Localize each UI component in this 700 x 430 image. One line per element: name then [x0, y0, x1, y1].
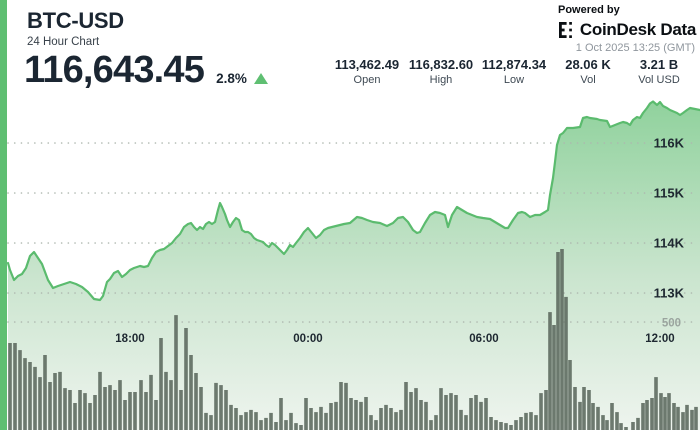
svg-text:12:00: 12:00: [645, 333, 674, 345]
arrow-up-icon: [253, 73, 268, 85]
svg-text:114K: 114K: [654, 236, 685, 251]
price-change: 2.8%: [216, 71, 268, 91]
coindesk-mark-icon: [558, 22, 572, 38]
svg-text:00:00: 00:00: [293, 333, 322, 345]
stat-label: Vol USD: [638, 74, 680, 86]
svg-text:06:00: 06:00: [469, 333, 498, 345]
stat-volume-usd: 3.21 B Vol USD: [638, 57, 680, 87]
stat-value: 113,462.49: [334, 57, 400, 72]
change-percent: 2.8%: [216, 71, 247, 87]
stat-open: 113,462.49 Open: [335, 57, 399, 87]
svg-text:500: 500: [662, 318, 681, 330]
timestamp: 1 Oct 2025 13:25 (GMT): [575, 42, 695, 54]
powered-by-label: Powered by: [558, 4, 620, 16]
svg-text:115K: 115K: [654, 186, 685, 201]
stat-high: 116,832.60 High: [409, 57, 473, 87]
symbol-title: BTC-USD: [27, 8, 124, 33]
price-block: 116,643.45 2.8%: [24, 49, 268, 91]
svg-text:18:00: 18:00: [115, 333, 144, 345]
chart-subtitle: 24 Hour Chart: [27, 36, 100, 48]
svg-text:116K: 116K: [654, 136, 685, 151]
stat-value: 28.06 K: [565, 57, 611, 72]
logo-text: CoinDesk Data: [579, 20, 696, 39]
stat-label: Open: [353, 74, 381, 86]
stat-label: Vol: [580, 74, 596, 86]
stat-volume: 28.06 K Vol: [565, 57, 611, 87]
stat-label: Low: [503, 74, 525, 86]
stat-low: 112,874.34 Low: [482, 57, 546, 87]
coindesk-data-logo[interactable]: CoinDesk Data: [558, 20, 696, 40]
stat-label: High: [429, 74, 453, 86]
stat-value: 3.21 B: [639, 57, 679, 72]
current-price: 116,643.45: [24, 49, 205, 91]
stat-value: 116,832.60: [408, 57, 474, 72]
stat-value: 112,874.34: [481, 57, 547, 72]
accent-stripe: [0, 0, 7, 430]
svg-text:113K: 113K: [654, 286, 685, 301]
